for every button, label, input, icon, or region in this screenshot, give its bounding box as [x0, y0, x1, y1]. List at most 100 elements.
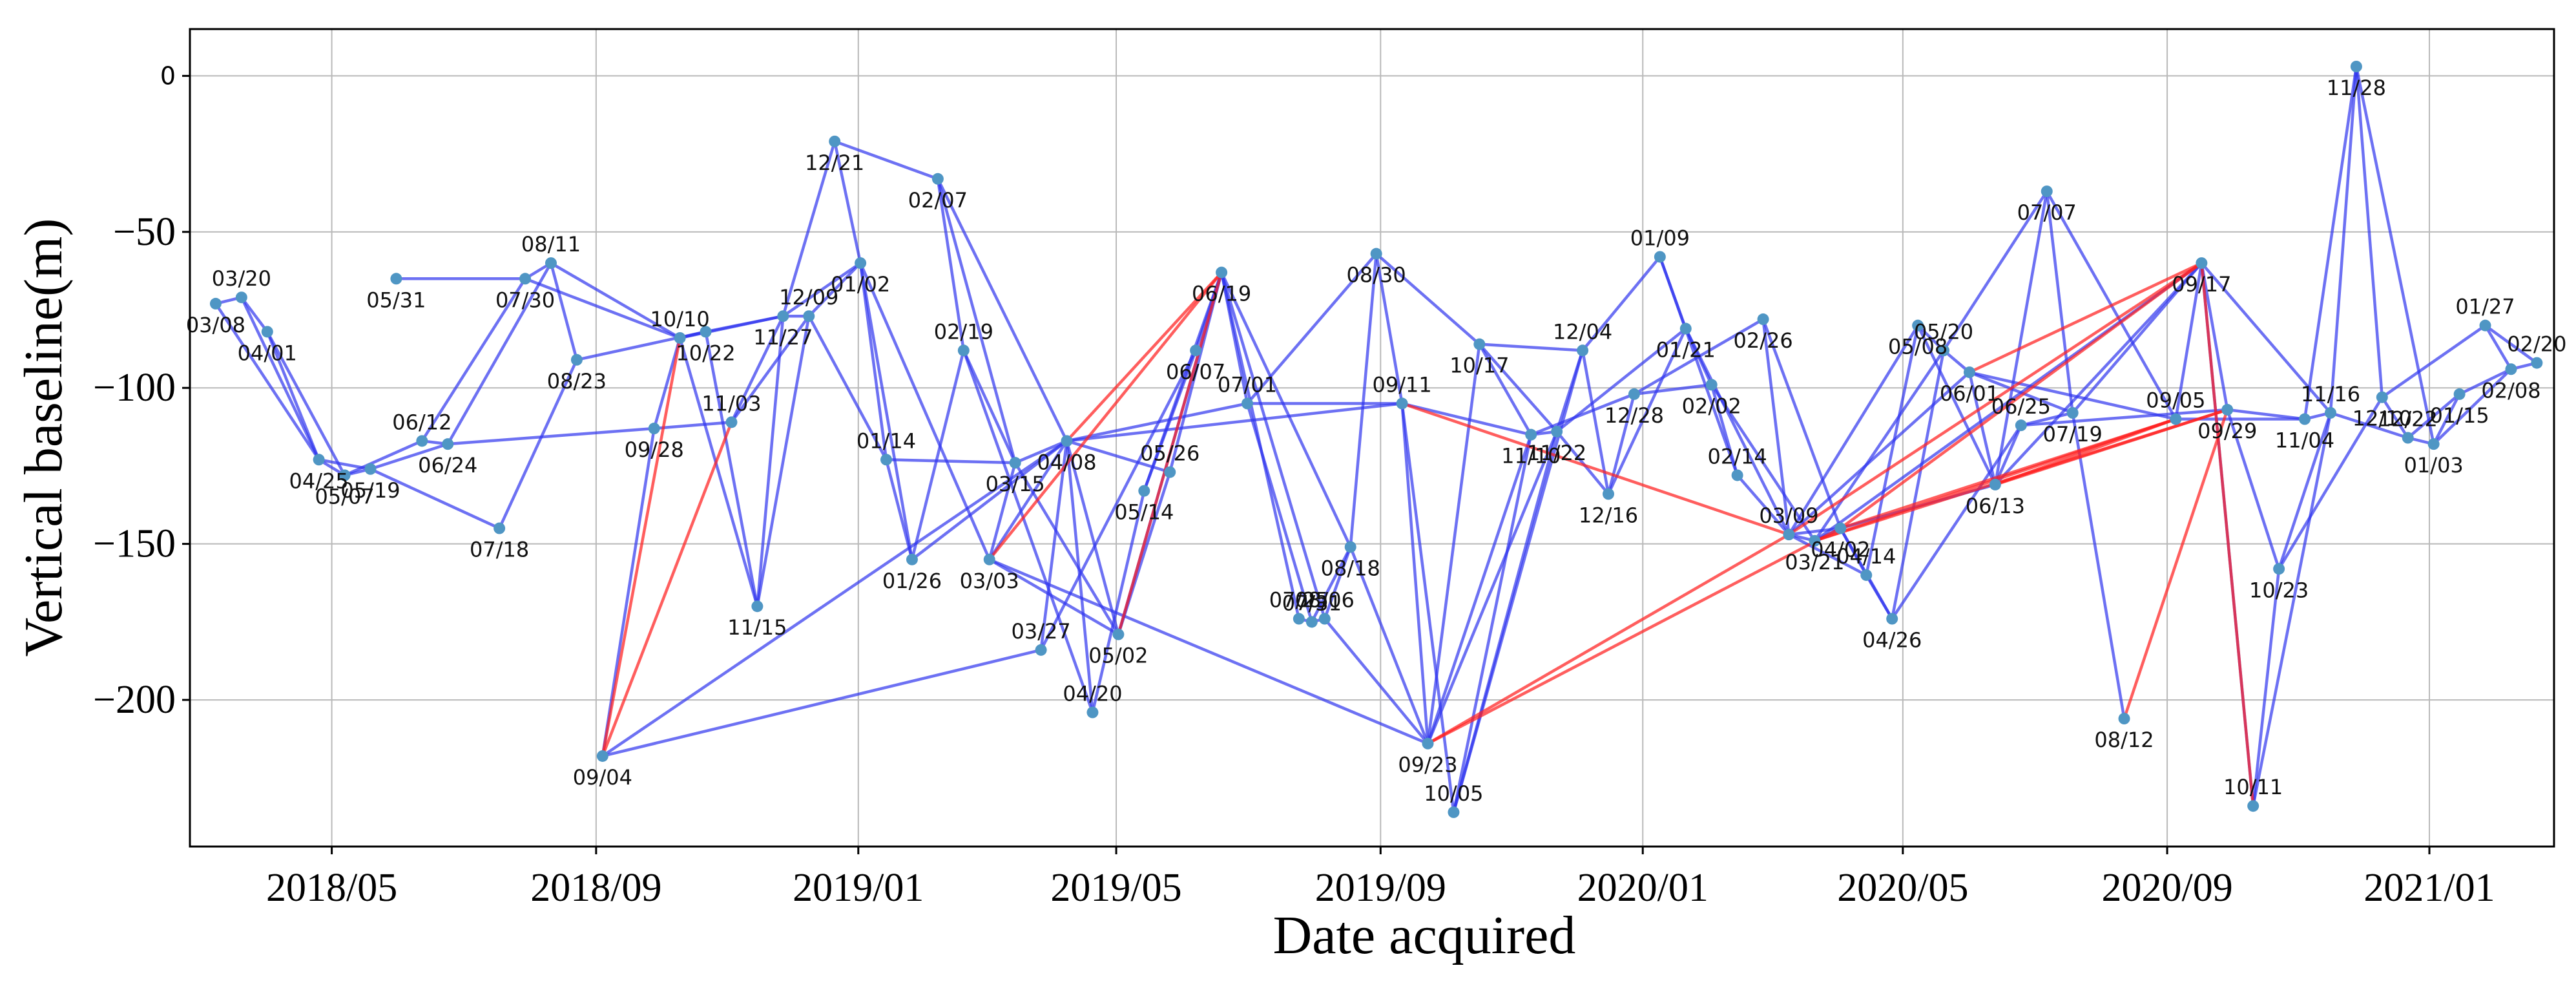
- baseline-link-blue: [1710, 384, 1816, 542]
- baseline-link-blue: [1400, 403, 1429, 744]
- acquisition-point: [2376, 391, 2388, 403]
- acquisition-point: [725, 416, 738, 428]
- baseline-link-blue: [1349, 546, 1429, 744]
- baseline-link-blue: [1555, 430, 1610, 495]
- baseline-link-blue: [1736, 474, 1791, 536]
- grid-lines: [190, 29, 2554, 847]
- baseline-link-blue: [498, 359, 578, 529]
- baseline-link-blue: [1220, 271, 1352, 548]
- acquisition-point: [1654, 251, 1666, 263]
- x-tick-label: 2018/05: [266, 866, 397, 910]
- point-label: 03/27: [1011, 619, 1070, 644]
- baseline-link-blue: [2380, 396, 2409, 439]
- baseline-link-blue: [1942, 190, 2048, 352]
- acquisition-point: [700, 326, 712, 338]
- acquisition-point: [1086, 706, 1099, 719]
- baseline-link-blue: [344, 439, 423, 477]
- point-label: 05/07: [315, 484, 374, 509]
- baseline-link-blue: [2354, 66, 2435, 445]
- baseline-link-red: [2123, 409, 2229, 719]
- point-label: 10/10: [650, 307, 710, 332]
- point-label: 09/28: [625, 437, 684, 462]
- baseline-link-blue: [1581, 256, 1661, 352]
- point-label: 12/28: [1605, 403, 1664, 428]
- point-label: 04/08: [1037, 450, 1096, 474]
- point-label: 11/27: [753, 325, 813, 350]
- point-label: 12/16: [1579, 503, 1638, 527]
- acquisition-point: [1628, 388, 1640, 400]
- point-label: 07/31: [1282, 591, 1342, 615]
- acquisition-point: [2427, 438, 2440, 450]
- point-label: 07/25: [1269, 588, 1329, 613]
- baseline-link-blue: [448, 427, 654, 446]
- acquisition-point: [2221, 404, 2234, 416]
- point-label: 05/08: [1888, 335, 1948, 359]
- baseline-link-red: [1117, 271, 1223, 635]
- point-label: 04/26: [1862, 628, 1922, 653]
- point-label: 06/13: [1966, 494, 2025, 518]
- acquisition-point: [1344, 541, 1356, 553]
- acquisition-point: [442, 438, 454, 450]
- baseline-link-blue: [884, 459, 914, 560]
- point-label: 10/11: [2223, 775, 2283, 799]
- plot-frame: [189, 28, 2555, 848]
- baseline-link-blue: [1039, 350, 1198, 651]
- acquisition-point: [1112, 628, 1125, 640]
- baseline-link-blue: [654, 421, 732, 430]
- acquisition-point: [1061, 435, 1073, 447]
- baseline-link-blue: [2484, 324, 2513, 370]
- baseline-link-blue: [859, 262, 991, 560]
- acquisition-point: [390, 273, 402, 285]
- point-label: 09/11: [1372, 372, 1431, 397]
- baseline-link-blue: [1375, 252, 1480, 346]
- baseline-link-blue: [988, 462, 1017, 560]
- acquisition-point: [313, 454, 325, 466]
- baseline-link-blue: [1426, 434, 1533, 744]
- baseline-link-blue: [1969, 371, 2073, 414]
- baseline-link-blue: [369, 467, 501, 530]
- baseline-link-blue: [2071, 412, 2126, 719]
- acquisition-point: [364, 463, 377, 475]
- baseline-link-blue: [1013, 461, 1120, 635]
- x-tick-label: 2019/05: [1050, 866, 1181, 910]
- acquisition-point: [1757, 313, 1769, 326]
- x-axis-title: Date acquired: [1273, 905, 1576, 965]
- point-label: 03/09: [1759, 503, 1818, 528]
- point-label: 04/02: [1811, 538, 1870, 562]
- acquisition-point: [2324, 406, 2336, 419]
- point-label: 03/20: [212, 266, 271, 291]
- baseline-link-blue: [807, 315, 888, 461]
- acquisition-point: [1305, 616, 1318, 628]
- baseline-link-red: [1065, 271, 1223, 442]
- baseline-link-blue: [988, 558, 1119, 636]
- baseline-link-blue: [756, 315, 785, 607]
- acquisition-point: [2247, 800, 2259, 812]
- acquisition-point: [1396, 397, 1408, 410]
- acquisition-point: [2299, 413, 2311, 425]
- acquisition-point: [2350, 60, 2362, 72]
- point-label: 05/31: [366, 288, 426, 312]
- baseline-link-blue: [2484, 324, 2538, 364]
- acquisition-point: [829, 135, 841, 147]
- point-label: 08/18: [1321, 556, 1380, 580]
- acquisition-point: [1318, 613, 1331, 625]
- point-label: 12/09: [779, 285, 838, 310]
- acquisition-point: [2118, 713, 2130, 725]
- point-label: 10/17: [1449, 353, 1509, 378]
- acquisition-point: [2273, 563, 2285, 575]
- baseline-link-blue: [1865, 574, 1894, 620]
- point-label: 12/22: [2378, 407, 2438, 432]
- acquisition-point: [2402, 432, 2414, 444]
- baseline-link-blue: [1066, 402, 1402, 443]
- baseline-link-blue: [2278, 396, 2384, 570]
- point-label: 12/04: [1553, 319, 1612, 344]
- acquisition-point: [1989, 478, 2001, 490]
- point-label: 11/22: [1527, 441, 1586, 465]
- baseline-link-blue: [911, 439, 1068, 561]
- baseline-link-blue: [705, 314, 784, 333]
- point-label: 01/27: [2455, 295, 2515, 319]
- baseline-link-blue: [1220, 271, 1326, 620]
- baseline-link-blue: [936, 178, 1068, 442]
- acquisition-point: [1164, 466, 1176, 478]
